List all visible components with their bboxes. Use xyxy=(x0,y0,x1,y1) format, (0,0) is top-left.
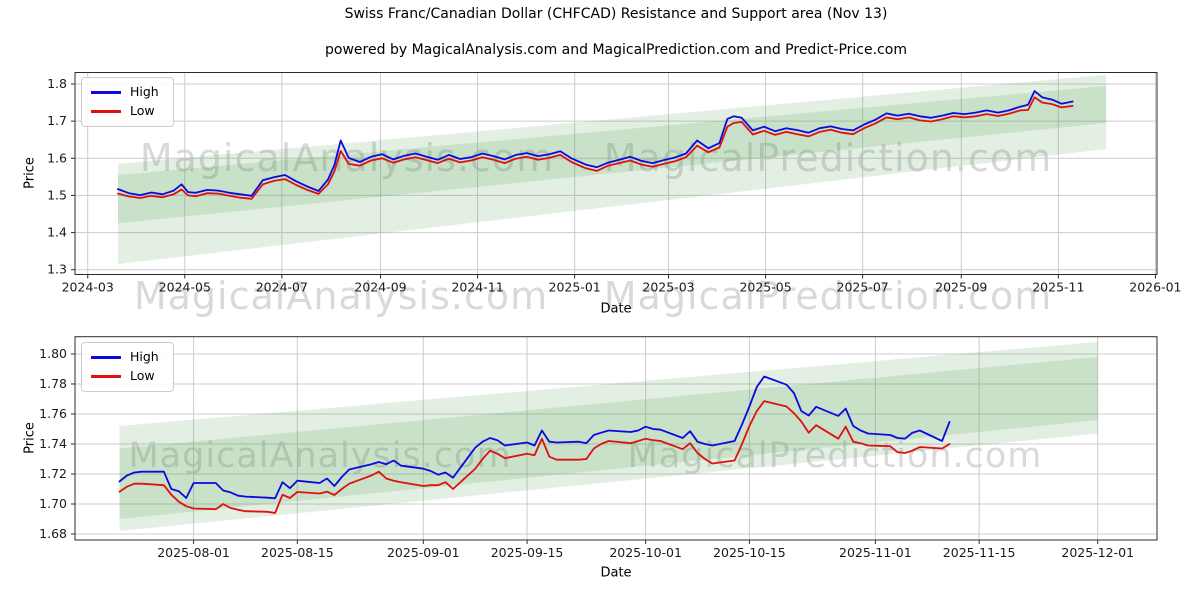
x-axis-label-date-bottom: Date xyxy=(600,565,632,581)
legend-label-high: High xyxy=(130,84,159,100)
watermark-magicalanalysis: MagicalAnalysis.com xyxy=(133,274,549,318)
watermark-magicalanalysis: MagicalAnalysis.com xyxy=(128,436,512,476)
y-tick-label: 1.4 xyxy=(47,225,67,240)
x-tick-label: 2025-08-15 xyxy=(261,545,334,560)
x-tick-label: 2025-08-01 xyxy=(157,545,230,560)
x-tick-label: 2025-10-15 xyxy=(713,545,786,560)
x-tick-label: 2025-11 xyxy=(1032,280,1084,295)
legend-row-high: High xyxy=(91,83,159,102)
low-line xyxy=(118,400,951,514)
x-tick-label: 2024-11 xyxy=(451,280,503,295)
watermark-magicalprediction: MagicalPrediction.com xyxy=(603,274,1053,318)
low-line xyxy=(117,96,1074,200)
high-line-swatch xyxy=(91,356,121,359)
y-axis-label-price-bottom: Price xyxy=(22,422,38,454)
x-axis-label-date-top: Date xyxy=(600,301,632,317)
y-tick-label: 1.74 xyxy=(39,436,67,451)
high-line xyxy=(117,90,1074,197)
page-subtitle: powered by MagicalAnalysis.com and Magic… xyxy=(325,42,907,58)
low-line-swatch xyxy=(91,110,121,113)
low-line-swatch xyxy=(91,375,121,378)
legend-row-low: Low xyxy=(91,102,159,121)
y-axis-label-price-top: Price xyxy=(22,157,38,189)
y-tick-label: 1.5 xyxy=(47,187,67,202)
x-tick-label: 2025-01 xyxy=(549,280,601,295)
x-tick-label: 2025-12-01 xyxy=(1061,545,1134,560)
x-tick-label: 2025-10-01 xyxy=(609,545,682,560)
support-band xyxy=(119,357,1098,531)
x-tick-label: 2026-01 xyxy=(1129,280,1181,295)
resistance-band xyxy=(118,74,1107,224)
y-tick-label: 1.8 xyxy=(47,76,67,91)
x-tick-label: 2025-09-01 xyxy=(387,545,460,560)
x-tick-label: 2025-09-15 xyxy=(491,545,564,560)
x-tick-label: 2024-07 xyxy=(256,280,308,295)
plot-border xyxy=(74,72,1158,275)
y-tick-label: 1.68 xyxy=(39,526,67,541)
x-tick-label: 2025-05 xyxy=(739,280,791,295)
legend-short-term: High Low xyxy=(81,342,174,392)
legend-row-low: Low xyxy=(91,367,159,386)
y-tick-label: 1.7 xyxy=(47,113,67,128)
x-tick-label: 2025-11-01 xyxy=(839,545,912,560)
plot-border xyxy=(74,336,1158,541)
high-line-swatch xyxy=(91,91,121,94)
x-tick-label: 2025-11-15 xyxy=(943,545,1016,560)
watermark-magicalprediction: MagicalPrediction.com xyxy=(627,436,1043,476)
long-term-chart: 2024-03 2024-05 2024-07 2024-09 2024-11 2025-… xyxy=(47,72,1182,295)
y-tick-label: 1.72 xyxy=(39,466,67,481)
y-tick-label: 1.6 xyxy=(47,150,67,165)
y-tick-label: 1.78 xyxy=(39,376,67,391)
y-tick-label: 1.80 xyxy=(39,346,67,361)
x-tick-label: 2025-03 xyxy=(642,280,694,295)
legend-label-low: Low xyxy=(130,103,155,119)
x-tick-label: 2025-09 xyxy=(935,280,987,295)
x-tick-label: 2024-09 xyxy=(354,280,406,295)
y-tick-label: 1.76 xyxy=(39,406,67,421)
high-line xyxy=(118,375,951,500)
legend-row-high: High xyxy=(91,348,159,367)
legend-label-low: Low xyxy=(130,368,155,384)
short-term-chart: 2025-08-01 2025-08-15 2025-09-01 2025-09-15… xyxy=(39,336,1158,560)
y-tick-label: 1.70 xyxy=(39,496,67,511)
legend-long-term: High Low xyxy=(81,77,174,127)
x-tick-label: 2024-05 xyxy=(159,280,211,295)
page-title: Swiss Franc/Canadian Dollar (CHFCAD) Res… xyxy=(344,6,888,22)
legend-label-high: High xyxy=(130,349,159,365)
y-tick-label: 1.3 xyxy=(47,262,67,277)
x-tick-label: 2024-03 xyxy=(62,280,114,295)
x-tick-label: 2025-07 xyxy=(837,280,889,295)
